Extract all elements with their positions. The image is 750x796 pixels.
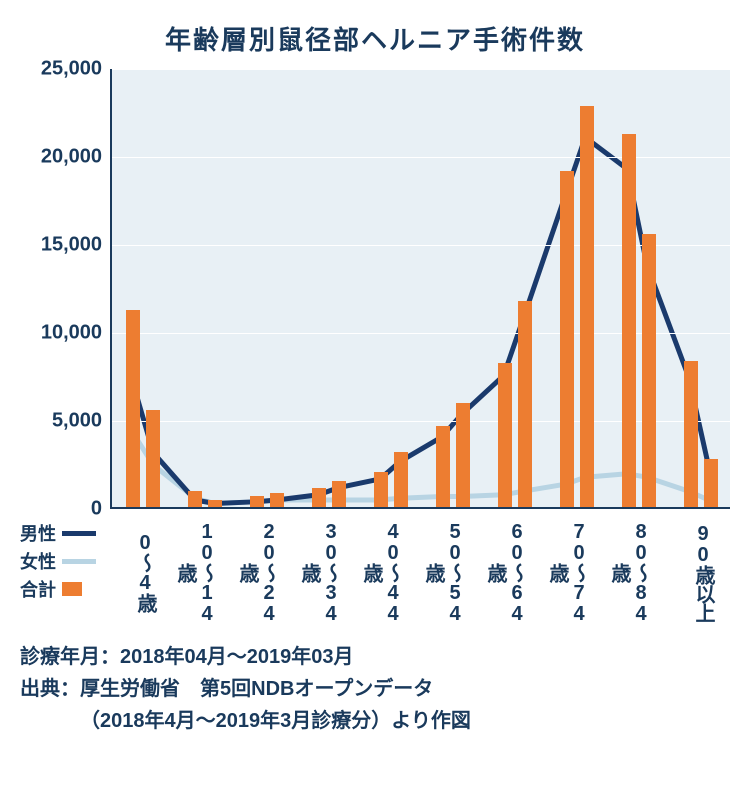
bar: [312, 488, 326, 507]
bar: [704, 459, 718, 507]
y-axis: 05,00010,00015,00020,00025,000: [20, 69, 110, 509]
bar: [560, 171, 574, 507]
bar: [126, 310, 140, 507]
footer-line3: （2018年4月〜2019年3月診療分）より作図: [20, 705, 730, 737]
x-tick-label: 40〜44歳: [374, 509, 404, 629]
bar: [188, 491, 202, 507]
bar: [518, 301, 532, 507]
legend-male: 男性: [20, 519, 110, 547]
legend: 男性 女性 合計: [20, 509, 110, 629]
y-tick-label: 20,000: [41, 146, 102, 169]
bar: [498, 363, 512, 507]
bar: [456, 403, 470, 507]
x-tick-label: 30〜34歳: [312, 509, 342, 629]
chart-title: 年齢層別鼠径部ヘルニア手術件数: [20, 20, 730, 57]
legend-total-label: 合計: [20, 576, 56, 602]
bar: [394, 452, 408, 507]
gridline: [112, 69, 730, 70]
bar: [436, 426, 450, 507]
gridline: [112, 245, 730, 246]
bar: [146, 410, 160, 507]
x-tick-label: 0〜4歳: [126, 509, 156, 629]
gridline: [112, 333, 730, 334]
y-tick-label: 5,000: [52, 410, 102, 433]
bar: [642, 234, 656, 507]
legend-female: 女性: [20, 547, 110, 575]
footer: 診療年月：2018年04月〜2019年03月 出典：厚生労働省 第5回NDBオー…: [20, 641, 730, 737]
bar: [622, 134, 636, 507]
footer-line1: 診療年月：2018年04月〜2019年03月: [20, 641, 730, 673]
x-tick-label: 50〜54歳: [436, 509, 466, 629]
x-tick-label: 10〜14歳: [188, 509, 218, 629]
legend-total: 合計: [20, 575, 110, 603]
chart-area: 05,00010,00015,00020,00025,000: [20, 69, 730, 509]
y-tick-label: 25,000: [41, 58, 102, 81]
x-tick-label: 20〜24歳: [250, 509, 280, 629]
legend-female-label: 女性: [20, 548, 56, 574]
x-axis: 0〜4歳 10〜14歳 20〜24歳 30〜34歳 40〜44歳 50〜54歳 60〜64歳…: [110, 509, 730, 629]
footer-line2: 出典：厚生労働省 第5回NDBオープンデータ: [20, 673, 730, 705]
line-overlay: [112, 69, 730, 507]
legend-male-swatch: [62, 531, 96, 536]
bar: [208, 500, 222, 507]
y-tick-label: 15,000: [41, 234, 102, 257]
x-tick-label: 80〜84歳: [622, 509, 652, 629]
x-tick-label: 70〜74歳: [560, 509, 590, 629]
gridline: [112, 421, 730, 422]
bar: [332, 481, 346, 507]
bar: [250, 496, 264, 507]
x-tick-label: 60〜64歳: [498, 509, 528, 629]
y-tick-label: 10,000: [41, 322, 102, 345]
bar: [270, 493, 284, 507]
gridline: [112, 157, 730, 158]
bar: [374, 472, 388, 507]
bar: [684, 361, 698, 507]
legend-male-label: 男性: [20, 520, 56, 546]
y-tick-label: 0: [91, 498, 102, 521]
bar: [580, 106, 594, 507]
legend-total-swatch: [62, 582, 82, 596]
x-tick-label: 90歳以上: [684, 509, 714, 629]
legend-female-swatch: [62, 559, 96, 564]
plot-area: [110, 69, 730, 509]
